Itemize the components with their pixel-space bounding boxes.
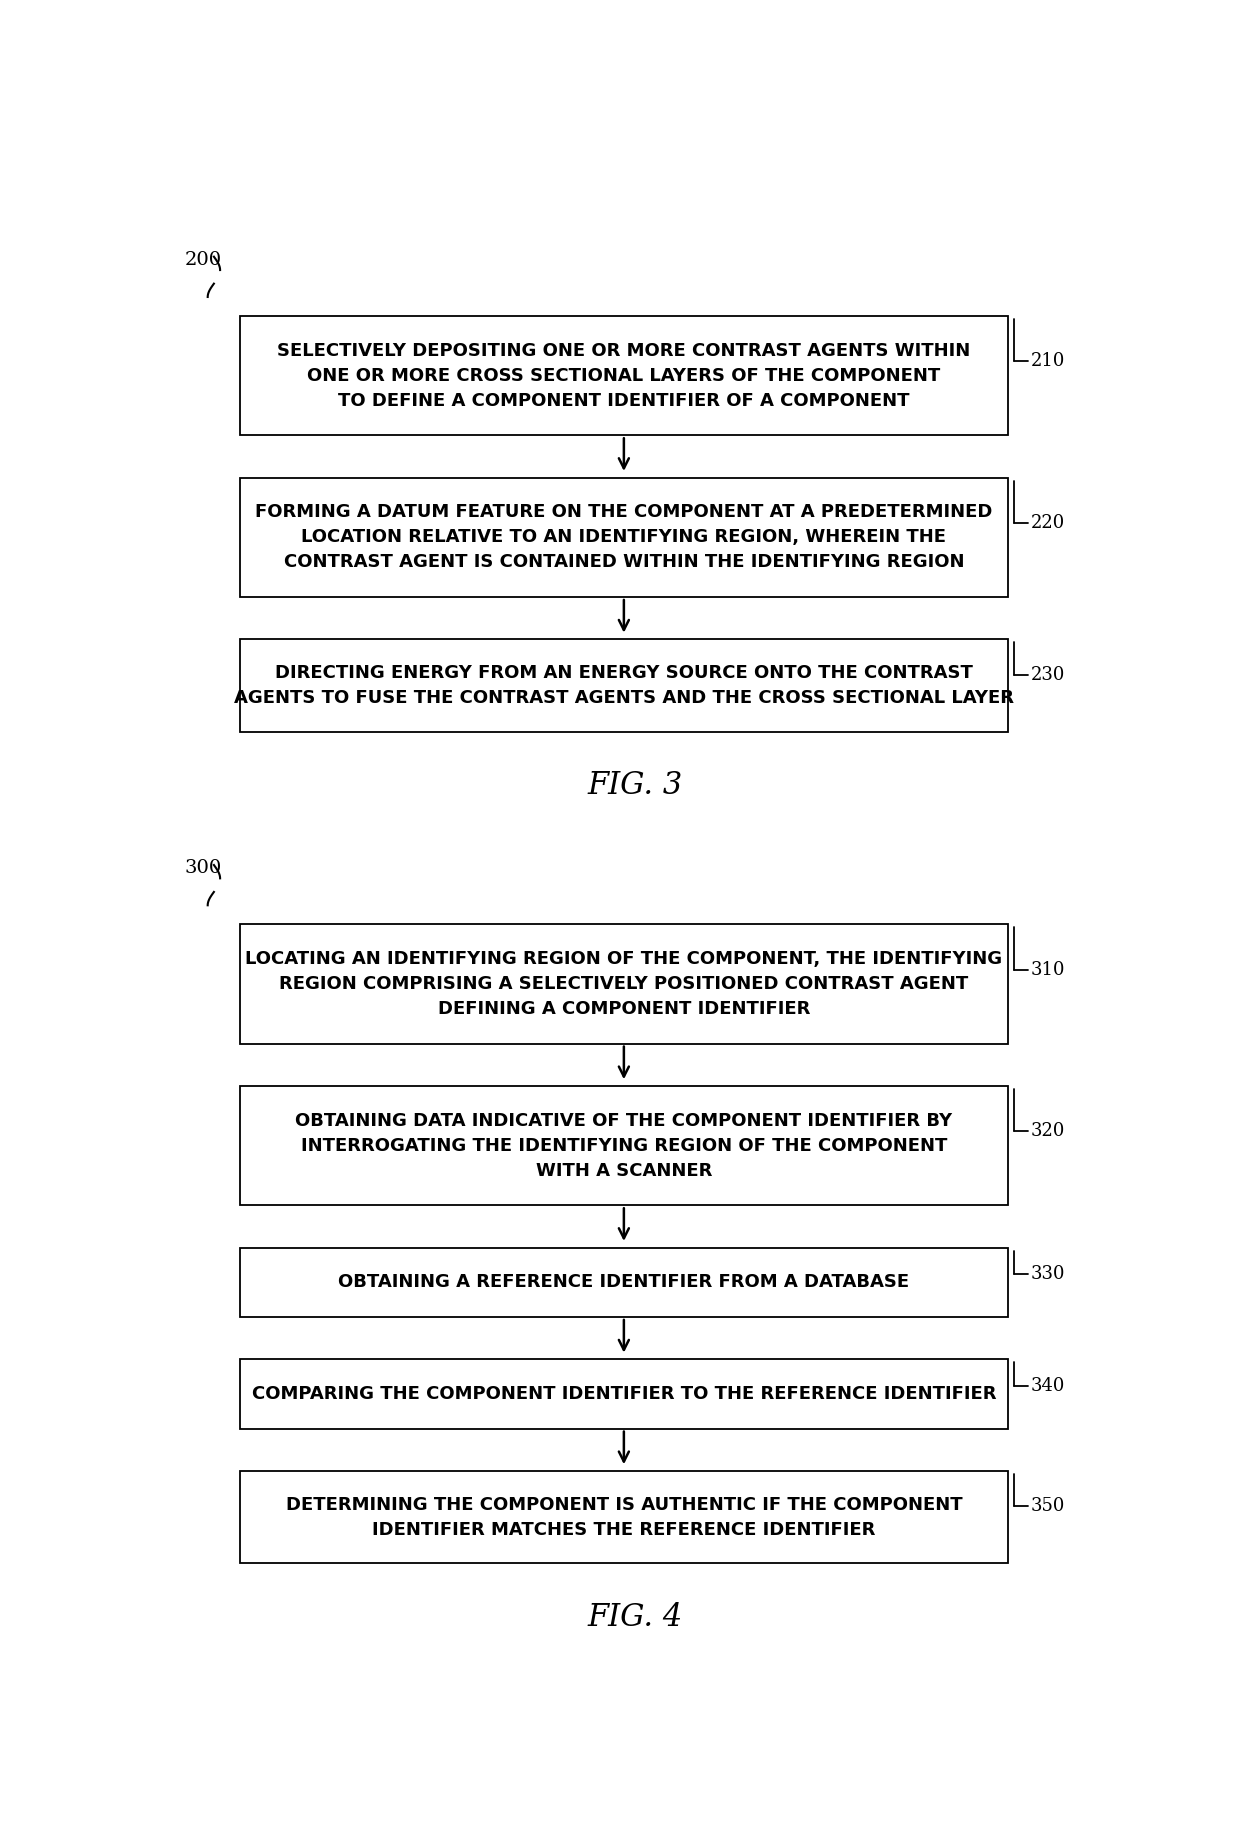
Text: FORMING A DATUM FEATURE ON THE COMPONENT AT A PREDETERMINED
LOCATION RELATIVE TO: FORMING A DATUM FEATURE ON THE COMPONENT… (255, 503, 992, 572)
Text: LOCATING AN IDENTIFYING REGION OF THE COMPONENT, THE IDENTIFYING
REGION COMPRISI: LOCATING AN IDENTIFYING REGION OF THE CO… (246, 950, 1002, 1018)
Text: 220: 220 (1030, 514, 1065, 533)
Text: 340: 340 (1030, 1377, 1065, 1394)
Text: DETERMINING THE COMPONENT IS AUTHENTIC IF THE COMPONENT
IDENTIFIER MATCHES THE R: DETERMINING THE COMPONENT IS AUTHENTIC I… (285, 1495, 962, 1538)
Text: SELECTIVELY DEPOSITING ONE OR MORE CONTRAST AGENTS WITHIN
ONE OR MORE CROSS SECT: SELECTIVELY DEPOSITING ONE OR MORE CONTR… (278, 341, 971, 409)
FancyBboxPatch shape (241, 640, 1007, 732)
FancyBboxPatch shape (241, 924, 1007, 1044)
Text: 230: 230 (1030, 666, 1065, 684)
Text: 320: 320 (1030, 1123, 1065, 1140)
Text: 210: 210 (1030, 352, 1065, 371)
Text: 330: 330 (1030, 1265, 1065, 1283)
Text: 200: 200 (185, 251, 222, 269)
FancyBboxPatch shape (241, 1472, 1007, 1564)
Text: FIG. 3: FIG. 3 (588, 771, 683, 802)
FancyBboxPatch shape (241, 315, 1007, 435)
Text: OBTAINING DATA INDICATIVE OF THE COMPONENT IDENTIFIER BY
INTERROGATING THE IDENT: OBTAINING DATA INDICATIVE OF THE COMPONE… (295, 1112, 952, 1180)
Text: 350: 350 (1030, 1497, 1065, 1516)
FancyBboxPatch shape (241, 1248, 1007, 1317)
Text: 310: 310 (1030, 961, 1065, 979)
Text: COMPARING THE COMPONENT IDENTIFIER TO THE REFERENCE IDENTIFIER: COMPARING THE COMPONENT IDENTIFIER TO TH… (252, 1385, 996, 1403)
Text: OBTAINING A REFERENCE IDENTIFIER FROM A DATABASE: OBTAINING A REFERENCE IDENTIFIER FROM A … (339, 1274, 909, 1291)
Text: FIG. 4: FIG. 4 (588, 1602, 683, 1634)
FancyBboxPatch shape (241, 1359, 1007, 1429)
FancyBboxPatch shape (241, 478, 1007, 597)
Text: DIRECTING ENERGY FROM AN ENERGY SOURCE ONTO THE CONTRAST
AGENTS TO FUSE THE CONT: DIRECTING ENERGY FROM AN ENERGY SOURCE O… (234, 664, 1014, 706)
FancyBboxPatch shape (241, 1086, 1007, 1206)
Text: 300: 300 (185, 859, 222, 878)
